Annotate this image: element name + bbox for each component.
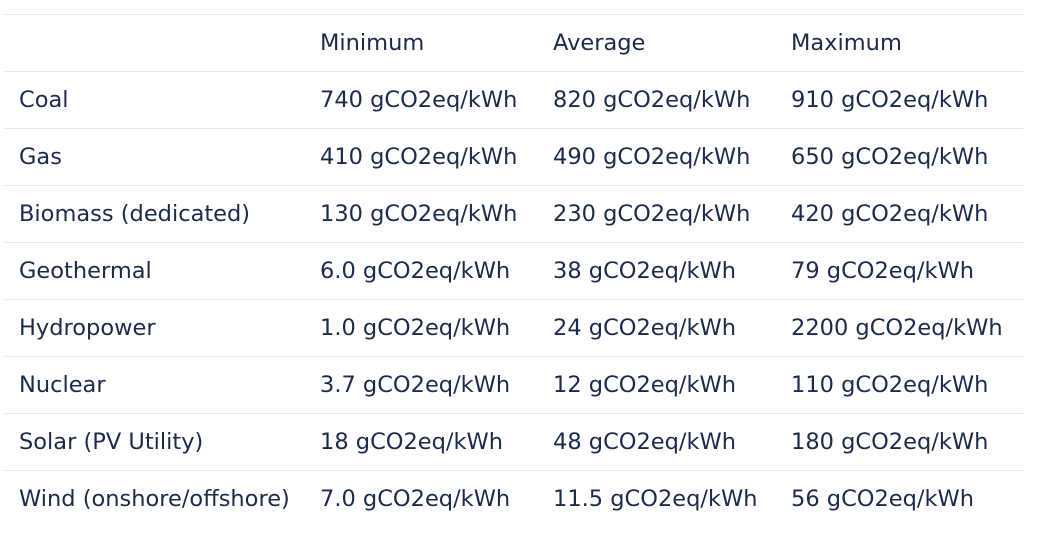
source-cell: Nuclear [19, 372, 106, 398]
maximum-cell: 420 gCO2eq/kWh [775, 186, 1023, 242]
minimum-cell: 410 gCO2eq/kWh [304, 129, 537, 185]
source-cell: Geothermal [19, 258, 152, 284]
table-row: Hydropower 1.0 gCO2eq/kWh 24 gCO2eq/kWh … [5, 299, 1023, 356]
maximum-cell: 650 gCO2eq/kWh [775, 129, 1023, 185]
header-cell-minimum: Minimum [304, 15, 537, 71]
minimum-cell: 130 gCO2eq/kWh [304, 186, 537, 242]
source-cell: Wind (onshore/offshore) [19, 486, 290, 512]
average-cell: 38 gCO2eq/kWh [537, 243, 775, 299]
maximum-cell: 180 gCO2eq/kWh [775, 414, 1023, 470]
table-header-row: Minimum Average Maximum [5, 14, 1023, 71]
maximum-cell: 2200 gCO2eq/kWh [775, 300, 1023, 356]
table-row: Gas 410 gCO2eq/kWh 490 gCO2eq/kWh 650 gC… [5, 128, 1023, 185]
average-cell: 12 gCO2eq/kWh [537, 357, 775, 413]
minimum-cell: 6.0 gCO2eq/kWh [304, 243, 537, 299]
source-cell: Biomass (dedicated) [19, 201, 251, 227]
table-row: Coal 740 gCO2eq/kWh 820 gCO2eq/kWh 910 g… [5, 71, 1023, 128]
source-cell: Hydropower [19, 315, 156, 341]
maximum-cell: 79 gCO2eq/kWh [775, 243, 1023, 299]
average-cell: 820 gCO2eq/kWh [537, 72, 775, 128]
minimum-cell: 3.7 gCO2eq/kWh [304, 357, 537, 413]
table-row: Wind (onshore/offshore) 7.0 gCO2eq/kWh 1… [5, 470, 1023, 527]
average-cell: 11.5 gCO2eq/kWh [537, 471, 775, 527]
maximum-cell: 910 gCO2eq/kWh [775, 72, 1023, 128]
table-row: Biomass (dedicated) 130 gCO2eq/kWh 230 g… [5, 185, 1023, 242]
source-cell: Solar (PV Utility) [19, 429, 204, 455]
header-cell-empty [5, 15, 304, 71]
source-cell: Gas [19, 144, 62, 170]
table-row: Solar (PV Utility) 18 gCO2eq/kWh 48 gCO2… [5, 413, 1023, 470]
minimum-cell: 1.0 gCO2eq/kWh [304, 300, 537, 356]
minimum-cell: 7.0 gCO2eq/kWh [304, 471, 537, 527]
table-row: Geothermal 6.0 gCO2eq/kWh 38 gCO2eq/kWh … [5, 242, 1023, 299]
maximum-cell: 56 gCO2eq/kWh [775, 471, 1023, 527]
emissions-table: Minimum Average Maximum Coal 740 gCO2eq/… [5, 14, 1023, 527]
minimum-cell: 18 gCO2eq/kWh [304, 414, 537, 470]
average-cell: 48 gCO2eq/kWh [537, 414, 775, 470]
average-cell: 24 gCO2eq/kWh [537, 300, 775, 356]
average-cell: 230 gCO2eq/kWh [537, 186, 775, 242]
header-cell-maximum: Maximum [775, 15, 1023, 71]
table-row: Nuclear 3.7 gCO2eq/kWh 12 gCO2eq/kWh 110… [5, 356, 1023, 413]
maximum-cell: 110 gCO2eq/kWh [775, 357, 1023, 413]
minimum-cell: 740 gCO2eq/kWh [304, 72, 537, 128]
source-cell: Coal [19, 87, 69, 113]
header-cell-average: Average [537, 15, 775, 71]
average-cell: 490 gCO2eq/kWh [537, 129, 775, 185]
